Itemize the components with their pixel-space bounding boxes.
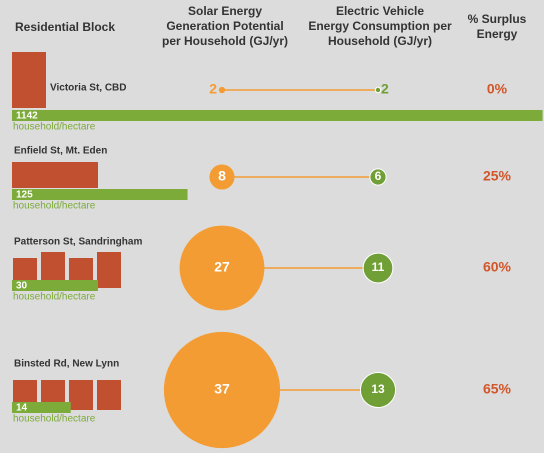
solar-value: 2 — [209, 81, 217, 97]
density-value: 14 — [16, 403, 28, 414]
density-unit: household/hectare — [13, 414, 96, 425]
density-value: 30 — [16, 281, 28, 292]
density-bar — [12, 402, 71, 413]
block-name: Enfield St, Mt. Eden — [14, 146, 107, 157]
column-header: Solar Energy Generation Potential per Hous… — [162, 4, 288, 48]
ev-value: 11 — [372, 260, 385, 274]
column-header: % Surplus Energy — [468, 12, 527, 41]
building — [12, 52, 46, 108]
ev-value: 2 — [381, 81, 389, 97]
ev-bubble — [369, 168, 387, 186]
density-unit: household/hectare — [13, 292, 96, 303]
surplus-value: 0% — [487, 81, 508, 97]
density-value: 125 — [16, 190, 33, 201]
ev-bubble — [374, 86, 382, 94]
solar-value: 8 — [218, 168, 226, 184]
ev-bubble — [362, 252, 394, 284]
ev-value: 13 — [371, 382, 385, 396]
block-name: Binsted Rd, New Lynn — [14, 359, 119, 370]
density-bar — [12, 189, 188, 200]
density-unit: household/hectare — [13, 201, 96, 212]
solar-value: 37 — [214, 381, 230, 397]
building — [97, 380, 121, 410]
density-bar — [12, 110, 543, 121]
surplus-value: 60% — [483, 259, 512, 275]
solar-bubble — [218, 86, 226, 94]
column-header: Residential Block — [15, 20, 115, 34]
solar-bubble — [163, 331, 281, 449]
building — [97, 252, 121, 288]
density-value: 1142 — [16, 111, 38, 122]
surplus-value: 65% — [483, 381, 512, 397]
block-name: Patterson St, Sandringham — [14, 237, 142, 248]
block-name: Victoria St, CBD — [50, 83, 127, 94]
solar-bubble — [209, 164, 235, 190]
surplus-value: 25% — [483, 168, 512, 184]
column-header: Electric Vehicle Energy Consumption per Ho… — [308, 4, 452, 48]
ev-value: 6 — [375, 169, 382, 183]
building — [69, 380, 93, 410]
solar-value: 27 — [214, 259, 230, 275]
ev-bubble — [359, 371, 397, 409]
density-unit: household/hectare — [13, 122, 96, 133]
building — [12, 162, 98, 188]
solar-bubble — [179, 225, 265, 311]
density-bar — [12, 280, 98, 291]
